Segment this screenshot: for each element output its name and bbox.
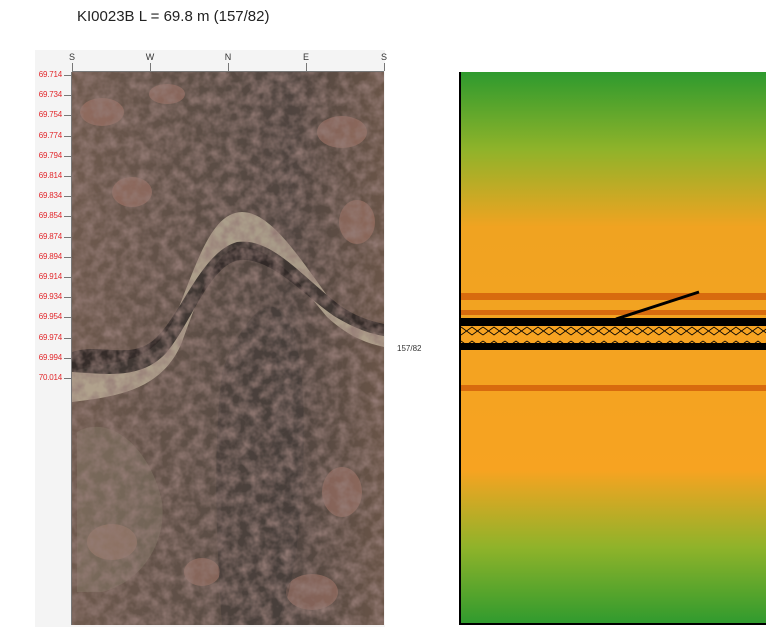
depth-tick [64,317,71,319]
depth-scale-axis [71,72,72,625]
depth-tick-label: 70.014 [38,373,62,382]
compass-tick [150,63,151,71]
depth-tick-label: 69.914 [38,272,62,281]
depth-tick [64,337,71,339]
depth-tick-label: 69.814 [38,171,62,180]
compass-tick [228,63,229,71]
depth-tick-label: 69.854 [38,211,62,221]
depth-tick [64,357,71,359]
depth-tick [64,176,71,177]
depth-tick-label: 69.874 [38,231,62,241]
depth-tick [64,95,71,97]
depth-tick-label: 69.894 [38,251,62,261]
depth-tick-label: 69.734 [38,90,62,100]
depth-tick-label: 69.954 [38,312,62,322]
log-band-crushed-zone [461,326,766,343]
log-band-dark-orange [461,310,766,315]
log-band-dark-orange [461,293,766,300]
depth-tick [64,196,71,198]
compass-tick [72,63,73,71]
depth-tick-label: 69.994 [38,352,62,362]
depth-tick-label: 69.714 [38,70,62,79]
depth-tick-label: 69.974 [38,332,62,342]
compass-tick [384,63,385,71]
depth-tick [64,277,71,278]
compass-label: S [68,52,75,62]
interpreted-log-panel [459,72,766,625]
depth-tick-label: 69.754 [38,110,62,120]
depth-tick [64,135,71,137]
depth-tick-label: 69.934 [38,292,62,302]
page-title: KI0023B L = 69.8 m (157/82) [77,8,270,25]
depth-tick [64,155,71,157]
depth-tick-label: 69.834 [38,191,62,201]
log-band-black [461,318,766,326]
log-fracture-trace [615,290,700,321]
compass-label: W [145,52,155,62]
compass-label: S [380,52,387,62]
compass-label: E [302,52,309,62]
depth-tick-label: 69.774 [38,130,62,140]
depth-tick [64,297,71,299]
depth-tick [64,216,71,218]
depth-tick-label: 69.794 [38,150,62,160]
depth-tick [64,256,71,258]
compass-tick [306,63,307,71]
depth-tick [64,115,71,117]
core-image [72,72,384,625]
depth-tick [64,75,71,76]
compass-label: N [224,52,232,62]
log-band-black [461,343,766,350]
log-band-dark-orange [461,385,766,391]
feature-orientation-label: 157/82 [397,344,422,353]
depth-tick [64,378,71,379]
depth-tick [64,236,71,238]
compass-axis [72,71,384,72]
